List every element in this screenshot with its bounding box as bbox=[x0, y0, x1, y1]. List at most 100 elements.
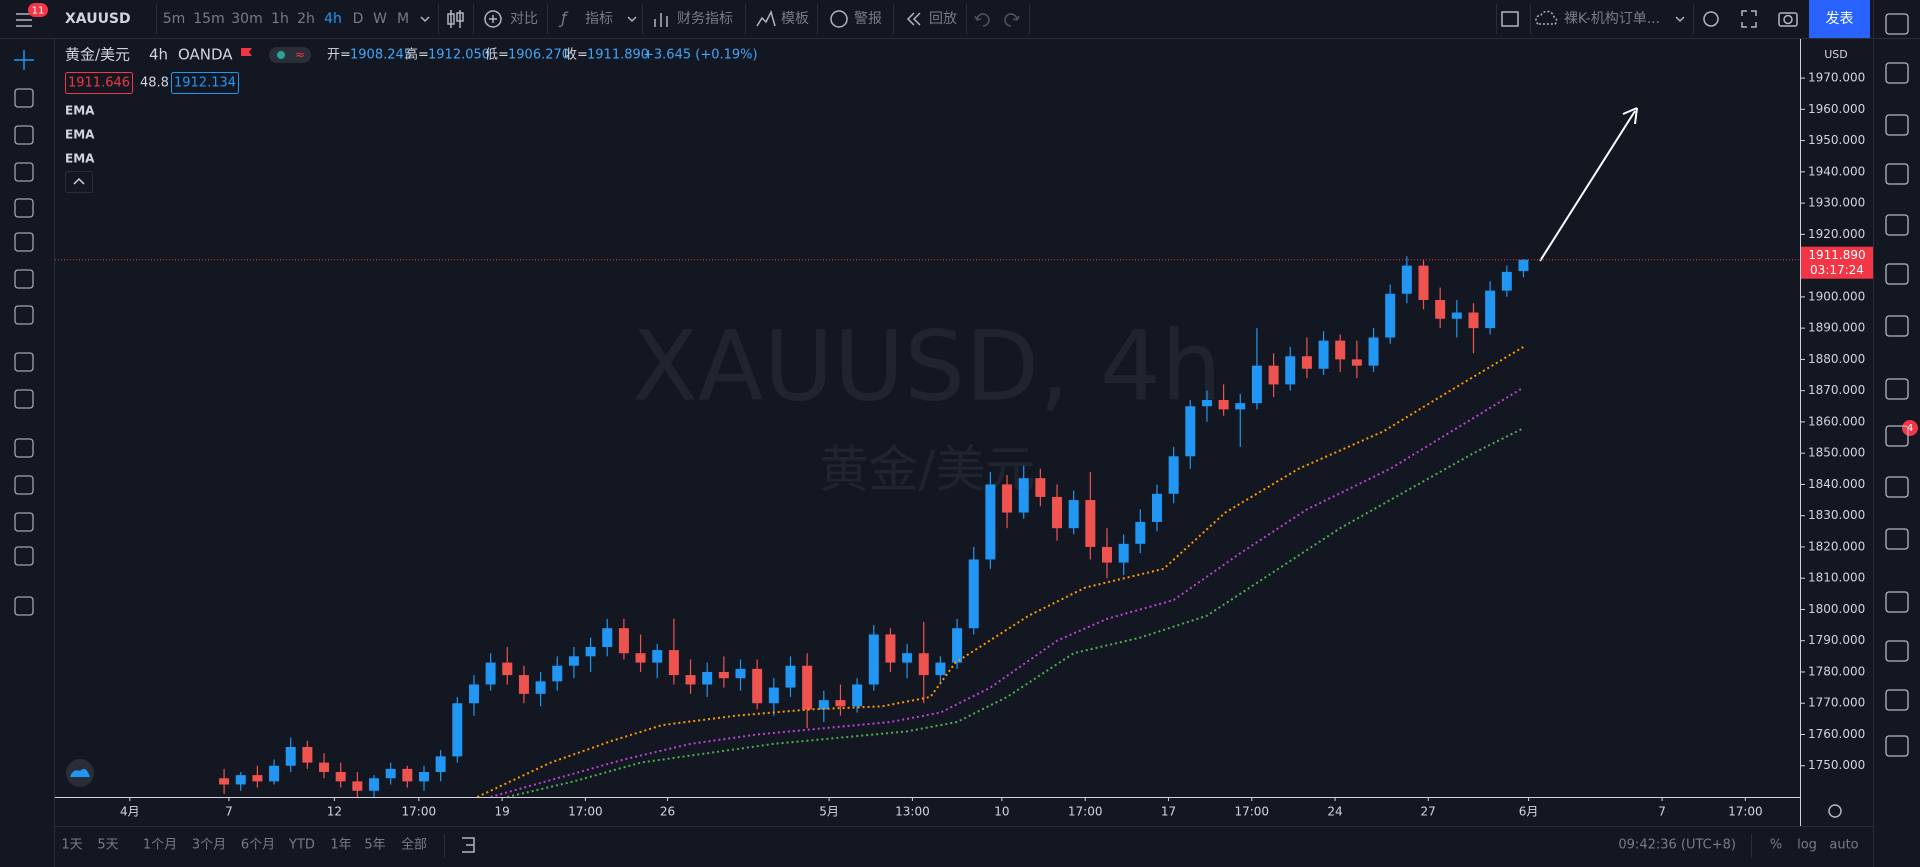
symbol-search[interactable]: XAUUSD bbox=[65, 11, 131, 27]
range-button[interactable]: 全部 bbox=[401, 837, 427, 853]
indicator-menu[interactable] bbox=[627, 16, 637, 23]
drawing-tool[interactable] bbox=[14, 125, 34, 145]
drawing-tool[interactable] bbox=[14, 50, 34, 70]
side-panel-button[interactable] bbox=[1885, 735, 1909, 757]
candle-body bbox=[1085, 500, 1096, 547]
axis-settings[interactable] bbox=[1828, 804, 1842, 818]
percent-toggle[interactable]: % bbox=[1770, 838, 1782, 853]
interval[interactable]: W bbox=[373, 11, 387, 27]
side-panel-button[interactable] bbox=[1885, 114, 1909, 136]
candle-body bbox=[1151, 493, 1162, 522]
range-button[interactable]: 5天 bbox=[97, 838, 118, 853]
symbol-name: 黄金/美元 bbox=[65, 46, 130, 64]
clock[interactable]: 09:42:36 (UTC+8) bbox=[1618, 838, 1736, 853]
range-button[interactable]: 3个月 bbox=[192, 838, 226, 853]
side-panel-button[interactable] bbox=[1885, 214, 1909, 236]
indicator-name[interactable]: EMA bbox=[65, 128, 95, 142]
range-button[interactable]: 1个月 bbox=[143, 838, 177, 853]
chart-style-button[interactable] bbox=[447, 10, 464, 28]
replay[interactable]: 回放 bbox=[929, 11, 957, 27]
interval[interactable]: 15m bbox=[193, 11, 224, 27]
fullscreen[interactable] bbox=[1741, 10, 1757, 28]
tool-icon bbox=[14, 352, 34, 372]
snapshot[interactable] bbox=[1778, 12, 1798, 27]
spread: 48.8 bbox=[140, 76, 169, 91]
candle-body bbox=[585, 646, 596, 657]
range-button[interactable]: 1年 bbox=[330, 838, 351, 853]
drawing-tool[interactable] bbox=[14, 269, 34, 289]
log-toggle[interactable]: log bbox=[1797, 838, 1817, 853]
financials[interactable]: 财务指标 bbox=[677, 11, 733, 27]
side-panel-button[interactable] bbox=[1885, 689, 1909, 711]
redo[interactable] bbox=[1004, 13, 1020, 27]
side-panel-button[interactable] bbox=[1885, 315, 1909, 337]
flag[interactable] bbox=[241, 48, 252, 56]
financials-icon bbox=[654, 13, 668, 27]
side-panel-button[interactable] bbox=[1885, 378, 1909, 400]
interval[interactable]: 2h bbox=[297, 11, 315, 27]
candle-body bbox=[369, 778, 380, 791]
range-button[interactable]: 5年 bbox=[364, 838, 385, 853]
arrow-drawing[interactable] bbox=[1539, 107, 1638, 262]
watermark-subtitle: 黄金/美元 bbox=[819, 441, 1036, 499]
x-tick-label: 24 bbox=[1327, 805, 1342, 819]
drawing-tool[interactable] bbox=[14, 198, 34, 218]
templates[interactable]: 模板 bbox=[781, 11, 809, 27]
interval[interactable]: 1h bbox=[271, 11, 289, 27]
candle-body bbox=[618, 628, 629, 654]
side-panel-button[interactable] bbox=[1885, 591, 1909, 613]
alerts[interactable]: 警报 bbox=[854, 11, 882, 27]
candle-body bbox=[1468, 312, 1479, 329]
interval-menu[interactable] bbox=[420, 16, 430, 23]
interval-active[interactable]: 4h bbox=[324, 11, 342, 27]
drawing-tool[interactable] bbox=[14, 438, 34, 458]
indicator-name[interactable]: EMA bbox=[65, 152, 95, 166]
layout-menu[interactable] bbox=[1675, 16, 1685, 23]
open-value: 1908.245 bbox=[350, 48, 412, 63]
drawing-tool[interactable] bbox=[14, 88, 34, 108]
side-panel-button[interactable] bbox=[1885, 476, 1909, 498]
side-panel-button[interactable] bbox=[1885, 528, 1909, 550]
drawing-tool[interactable] bbox=[14, 162, 34, 182]
interval[interactable]: 30m bbox=[231, 11, 262, 27]
goto-date[interactable] bbox=[462, 837, 475, 853]
range-button[interactable]: 6个月 bbox=[241, 838, 275, 853]
drawing-tool[interactable] bbox=[14, 512, 34, 532]
interval[interactable]: 5m bbox=[163, 11, 186, 27]
drawing-tool[interactable] bbox=[14, 389, 34, 409]
compare-icon[interactable] bbox=[484, 10, 502, 28]
drawing-tool[interactable] bbox=[14, 596, 34, 616]
range-button[interactable]: 1天 bbox=[61, 838, 82, 853]
side-panel-button[interactable] bbox=[1885, 13, 1909, 35]
candle-body bbox=[1218, 400, 1229, 410]
layout-icon[interactable] bbox=[1501, 11, 1519, 27]
drawing-tool[interactable] bbox=[14, 475, 34, 495]
side-panel-button[interactable] bbox=[1885, 640, 1909, 662]
interval[interactable]: D bbox=[353, 11, 364, 27]
indicators[interactable]: 指标 bbox=[585, 11, 613, 27]
drawing-tool[interactable] bbox=[14, 546, 34, 566]
y-tick-label: 1770.000 bbox=[1808, 696, 1865, 710]
side-panel-button[interactable] bbox=[1885, 163, 1909, 185]
indicator-name[interactable]: EMA bbox=[65, 104, 95, 118]
auto-toggle[interactable]: auto bbox=[1829, 838, 1858, 853]
drawing-tool[interactable] bbox=[14, 352, 34, 372]
collapse-legend[interactable] bbox=[65, 171, 93, 193]
undo[interactable] bbox=[974, 13, 990, 27]
candle-body bbox=[718, 671, 729, 679]
candle-body bbox=[1385, 293, 1396, 338]
range-button[interactable]: YTD bbox=[288, 838, 315, 853]
publish-button[interactable] bbox=[1809, 0, 1870, 38]
interval[interactable]: M bbox=[397, 11, 409, 27]
drawing-tool[interactable] bbox=[14, 232, 34, 252]
settings[interactable] bbox=[1703, 11, 1719, 27]
x-tick-label: 5月 bbox=[819, 805, 839, 819]
side-panel-button[interactable] bbox=[1885, 62, 1909, 84]
layout-name[interactable]: 裸K-机构订单... bbox=[1564, 11, 1660, 27]
side-panel-button[interactable] bbox=[1885, 425, 1909, 447]
menu-badge: 11 bbox=[32, 6, 45, 17]
side-panel-button[interactable] bbox=[1885, 263, 1909, 285]
y-tick-label: 1760.000 bbox=[1808, 727, 1865, 741]
compare[interactable]: 对比 bbox=[510, 11, 538, 27]
drawing-tool[interactable] bbox=[14, 305, 34, 325]
